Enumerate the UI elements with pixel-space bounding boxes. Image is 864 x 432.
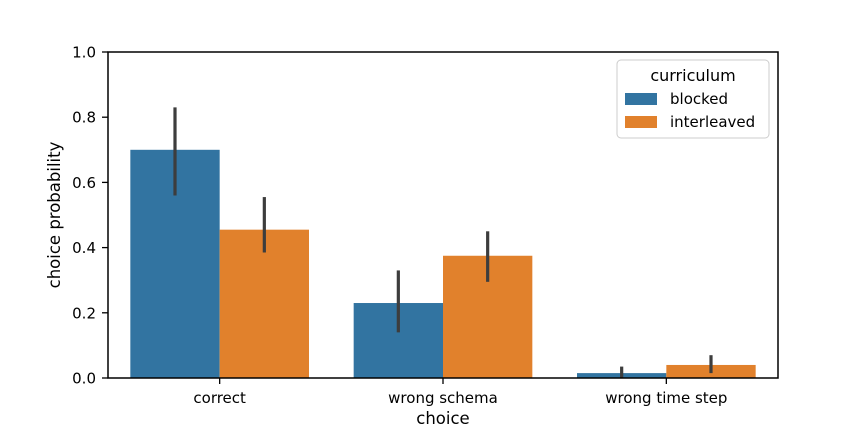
x-tick-label: wrong schema: [388, 389, 498, 407]
legend-title: curriculum: [650, 66, 735, 85]
y-tick-label: 0.2: [72, 304, 96, 322]
legend-items: blocked interleaved: [625, 90, 755, 131]
x-axis-label: choice: [416, 409, 469, 428]
y-tick-label: 1.0: [72, 44, 96, 62]
bar-interleaved-correct: [219, 229, 309, 378]
error-bars-layer: [173, 107, 713, 378]
bars-layer: [130, 149, 756, 378]
y-axis-label: choice probability: [45, 141, 64, 288]
legend-swatch-interleaved: [625, 116, 657, 128]
y-tick-label: 0.6: [72, 174, 96, 192]
legend-swatch-blocked: [625, 93, 657, 105]
y-tick-label: 0.8: [72, 109, 96, 127]
x-tick-label: correct: [193, 389, 246, 407]
x-tick-label: wrong time step: [605, 389, 727, 407]
legend-label-interleaved: interleaved: [670, 113, 755, 131]
x-axis: correct wrong schema wrong time step: [193, 378, 727, 407]
plot-frame: [107, 51, 779, 379]
legend-label-blocked: blocked: [670, 90, 728, 108]
legend: curriculum blocked interleaved: [616, 59, 770, 139]
y-tick-label: 0.4: [72, 239, 96, 257]
y-tick-label: 0.0: [72, 370, 96, 388]
y-axis: 0.0 0.2 0.4 0.6 0.8 1.0: [72, 44, 108, 388]
